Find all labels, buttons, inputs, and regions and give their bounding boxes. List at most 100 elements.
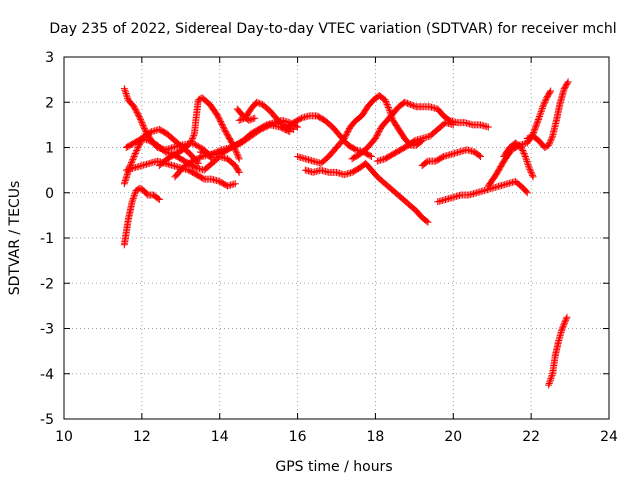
data-point	[561, 318, 569, 326]
data-point	[132, 148, 140, 156]
data-point	[214, 113, 222, 121]
data-point	[246, 116, 254, 124]
data-point	[537, 109, 545, 117]
data-point	[128, 198, 136, 206]
data-point	[136, 114, 144, 122]
data-point	[539, 101, 547, 109]
data-point	[254, 99, 262, 107]
data-point	[123, 93, 131, 101]
data-point	[249, 115, 257, 123]
data-point	[217, 118, 225, 126]
x-tick-label: 18	[367, 429, 385, 445]
y-tick-label: -3	[40, 322, 54, 338]
data-point	[545, 140, 553, 148]
data-point	[237, 116, 245, 124]
data-point	[385, 105, 393, 113]
data-point	[135, 113, 143, 121]
data-point	[408, 101, 416, 109]
data-point	[533, 118, 541, 126]
data-point	[545, 381, 553, 389]
data-point	[524, 161, 532, 169]
data-point	[129, 154, 137, 162]
data-point	[253, 98, 261, 106]
data-point	[438, 153, 446, 161]
data-point	[449, 121, 457, 129]
data-point	[517, 144, 525, 151]
data-point	[194, 142, 202, 150]
data-point	[219, 123, 227, 131]
data-point	[384, 102, 392, 110]
y-tick-label: -4	[40, 367, 54, 383]
data-point	[129, 195, 137, 203]
data-point	[120, 85, 128, 93]
data-point	[133, 147, 141, 155]
data-point	[146, 128, 154, 136]
data-point	[191, 141, 199, 149]
data-point	[558, 327, 566, 335]
data-point	[193, 142, 201, 150]
data-point	[122, 90, 130, 98]
data-point	[234, 167, 242, 175]
data-point	[546, 376, 554, 384]
data-point	[384, 104, 392, 112]
data-point	[475, 152, 483, 160]
data-point	[386, 107, 394, 115]
data-point	[535, 112, 543, 120]
data-point	[559, 322, 567, 330]
data-point	[538, 106, 546, 114]
data-point	[404, 99, 412, 107]
x-tick-label: 16	[289, 429, 307, 445]
data-point	[129, 156, 137, 164]
data-point	[546, 138, 554, 146]
data-point	[296, 115, 304, 123]
series-track-17	[434, 177, 531, 206]
data-point	[547, 135, 555, 143]
data-point	[154, 195, 162, 203]
data-point	[541, 97, 549, 105]
data-point	[477, 153, 485, 161]
data-point	[531, 126, 539, 134]
data-point	[217, 119, 225, 127]
data-point	[519, 148, 527, 156]
data-point	[218, 120, 226, 128]
data-point	[216, 116, 224, 124]
data-point	[530, 127, 538, 135]
x-axis-label: GPS time / hours	[275, 459, 392, 475]
series-track-8	[196, 116, 302, 158]
data-point	[199, 174, 207, 182]
y-tick-label: 3	[45, 50, 54, 66]
data-point	[523, 134, 531, 142]
plot-frame	[63, 56, 610, 420]
data-point	[545, 379, 553, 387]
series-track-18	[484, 87, 555, 190]
data-point	[121, 86, 129, 94]
y-tick-label: -5	[40, 412, 54, 428]
data-point	[368, 153, 376, 161]
data-point	[187, 139, 195, 147]
data-point	[527, 168, 535, 176]
data-point	[290, 125, 298, 133]
data-point	[538, 104, 546, 112]
data-point	[131, 151, 139, 159]
series-track-14	[348, 98, 492, 163]
data-point	[523, 157, 531, 165]
data-point	[140, 123, 148, 131]
y-tick-label: -2	[40, 276, 54, 292]
chart-title: Day 235 of 2022, Sidereal Day-to-day VTE…	[49, 21, 616, 37]
data-point	[530, 128, 538, 136]
data-point	[522, 156, 530, 164]
data-point	[539, 103, 547, 111]
data-point	[536, 111, 544, 119]
data-point	[535, 114, 543, 122]
data-point	[545, 141, 553, 149]
data-point	[524, 159, 532, 167]
data-point	[548, 134, 556, 142]
data-point	[424, 218, 432, 226]
data-point	[401, 98, 409, 106]
data-point	[235, 153, 243, 161]
series-track-20	[523, 78, 572, 151]
data-point	[532, 121, 540, 129]
data-point	[519, 147, 527, 155]
data-point	[560, 319, 568, 327]
data-point	[405, 100, 413, 108]
